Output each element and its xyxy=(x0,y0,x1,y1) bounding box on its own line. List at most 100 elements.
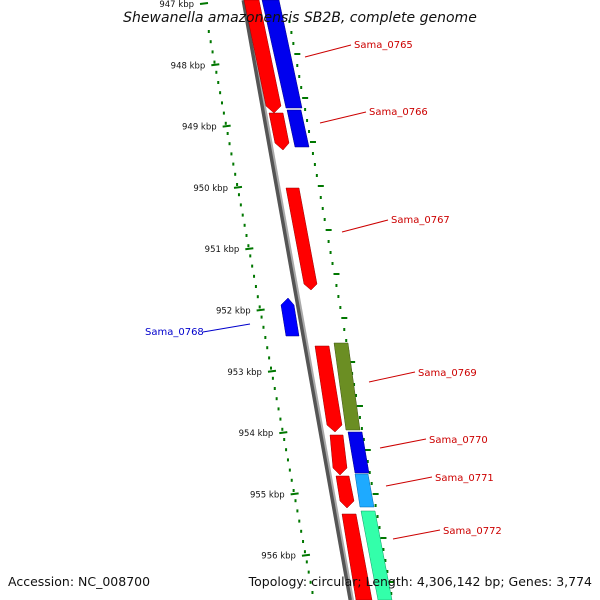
gene-label-sama-0771[interactable]: Sama_0771 xyxy=(435,473,494,484)
track-dot xyxy=(298,519,301,523)
track-dot xyxy=(333,273,340,275)
kbp-tick-mark xyxy=(211,63,220,67)
track-dot xyxy=(273,387,276,390)
track-dot xyxy=(258,305,261,309)
kbp-tick-label: 956 kbp xyxy=(261,552,296,562)
gene-bar-sama-0765[interactable] xyxy=(243,0,282,114)
gene-leader-lines xyxy=(202,44,441,540)
track-dot xyxy=(370,482,373,485)
track-dot xyxy=(222,111,225,115)
track-dot xyxy=(279,417,282,421)
gene-bar-olive[interactable] xyxy=(333,342,361,431)
gene-bar-sama-0767[interactable] xyxy=(285,187,318,291)
track-dot xyxy=(327,240,330,243)
track-dot xyxy=(329,251,332,254)
track-dot xyxy=(382,548,385,551)
gene-label-sama-0769[interactable]: Sama_0769 xyxy=(418,368,477,379)
gene-label-sama-0766[interactable]: Sama_0766 xyxy=(369,107,428,118)
track-dot xyxy=(211,50,214,54)
backbone-line xyxy=(241,0,354,600)
track-dot xyxy=(345,339,348,342)
kbp-tick-mark xyxy=(256,308,265,312)
track-dot xyxy=(302,540,305,543)
track-dot xyxy=(213,60,216,64)
track-dot xyxy=(366,460,369,463)
kbp-tick-mark xyxy=(301,553,311,557)
track-dot xyxy=(241,213,244,217)
track-dot xyxy=(374,504,377,507)
gene-label-sama-0767[interactable]: Sama_0767 xyxy=(391,215,450,226)
track-dot xyxy=(309,580,312,584)
track-dot xyxy=(220,101,223,105)
track-dot xyxy=(290,478,293,482)
track-dot xyxy=(286,458,289,462)
track-dot xyxy=(271,376,274,380)
gene-labels: Sama_0765 Sama_0766 Sama_0767 Sama_0768 … xyxy=(145,40,502,537)
kbp-tick-mark xyxy=(233,185,243,189)
kbp-tick-mark xyxy=(222,124,231,128)
left-dotted-track xyxy=(207,30,314,594)
track-dot xyxy=(296,64,299,67)
kbp-tick-mark xyxy=(199,2,209,5)
track-dot xyxy=(253,274,256,278)
track-dot xyxy=(256,295,259,299)
track-dot xyxy=(283,438,286,441)
track-dot xyxy=(360,427,363,430)
gene-bar-blue-2[interactable] xyxy=(286,109,310,148)
track-dot xyxy=(294,53,301,55)
gene-label-sama-0772[interactable]: Sama_0772 xyxy=(443,526,502,537)
track-dot xyxy=(290,31,293,34)
track-dot xyxy=(306,119,309,122)
track-dot xyxy=(277,407,280,411)
features-track xyxy=(243,0,393,600)
track-dot xyxy=(236,183,239,186)
kbp-tick-label: 953 kbp xyxy=(227,368,262,378)
gene-bar-sama-0770[interactable] xyxy=(329,434,348,476)
track-dot xyxy=(355,394,358,397)
gene-bar-aqua[interactable] xyxy=(360,510,393,600)
track-dot xyxy=(270,366,273,370)
track-dot xyxy=(268,356,271,360)
track-dot xyxy=(234,172,237,176)
track-dot xyxy=(288,20,291,23)
track-dot xyxy=(339,306,342,309)
track-dot xyxy=(356,405,363,407)
track-dot xyxy=(358,416,361,419)
kbp-tick-label: 948 kbp xyxy=(171,61,206,71)
gene-label-sama-0770[interactable]: Sama_0770 xyxy=(429,435,488,446)
gene-bar-sama-0772[interactable] xyxy=(341,513,373,600)
kbp-tick-label: 947 kbp xyxy=(159,0,194,10)
track-dot xyxy=(305,560,308,564)
track-dot xyxy=(309,141,316,143)
gene-bar-sama-0769[interactable] xyxy=(314,345,343,433)
gene-bar-sama-0768[interactable] xyxy=(280,297,300,337)
track-dot xyxy=(302,97,309,99)
gene-bar-sama-0766[interactable] xyxy=(268,112,290,151)
track-dot xyxy=(217,81,220,84)
gene-bar-blue-1[interactable] xyxy=(261,0,303,109)
track-dot xyxy=(224,121,227,125)
track-dot xyxy=(386,570,389,573)
track-dot xyxy=(226,132,229,135)
track-dot xyxy=(298,75,301,78)
track-dot xyxy=(388,581,395,583)
track-dot xyxy=(317,185,324,187)
kbp-axis: 947 kbp 948 kbp 949 kbp 950 kbp 951 kbp 952 k… xyxy=(159,0,311,562)
accession-text: Accession: NC_008700 xyxy=(8,574,151,589)
track-dot xyxy=(315,174,318,177)
gene-label-sama-0768[interactable]: Sama_0768 xyxy=(145,327,204,338)
track-dot xyxy=(380,537,387,539)
track-dot xyxy=(349,361,356,363)
track-dot xyxy=(254,285,257,288)
track-dot xyxy=(304,108,307,111)
kbp-tick-mark xyxy=(267,369,277,373)
gene-bar-light-blue[interactable] xyxy=(354,473,375,508)
gene-label-sama-0765[interactable]: Sama_0765 xyxy=(354,40,413,51)
track-dot xyxy=(384,559,387,562)
gene-bar-sama-0771[interactable] xyxy=(335,475,355,509)
track-dot xyxy=(245,234,248,237)
gene-bar-blue-3[interactable] xyxy=(347,431,370,474)
track-dot xyxy=(209,40,212,44)
track-dot xyxy=(228,142,231,146)
